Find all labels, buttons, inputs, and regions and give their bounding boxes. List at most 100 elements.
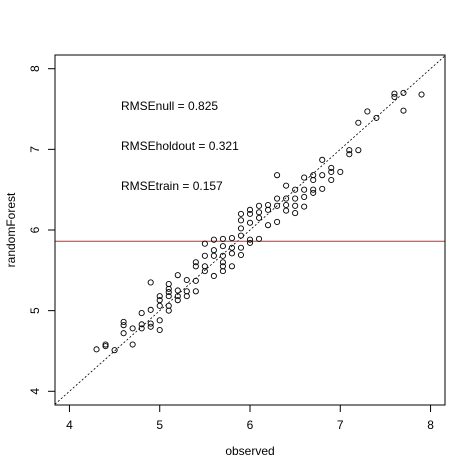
point [301, 174, 308, 181]
point [400, 107, 407, 114]
point [138, 325, 145, 332]
point [246, 236, 254, 243]
point [156, 317, 163, 324]
point [237, 225, 245, 232]
point [138, 321, 145, 328]
point [237, 217, 245, 224]
point [328, 168, 335, 175]
point [192, 277, 199, 284]
point [246, 206, 254, 213]
point [102, 343, 109, 350]
x-tick-label: 8 [427, 418, 434, 432]
point [283, 195, 290, 202]
point [328, 176, 335, 184]
annotation: RMSEholdout = 0.321 [121, 139, 239, 153]
point [255, 202, 263, 209]
point [310, 186, 317, 193]
point [391, 93, 398, 100]
point [237, 210, 245, 217]
point [147, 320, 154, 327]
point [292, 195, 299, 202]
point [147, 306, 154, 313]
point [165, 289, 172, 296]
identity-line [54, 55, 446, 405]
point [201, 252, 208, 259]
point [219, 235, 226, 242]
point [102, 341, 109, 348]
point [192, 259, 199, 266]
x-tick-label: 7 [337, 418, 344, 432]
point [292, 210, 299, 217]
point [228, 250, 235, 257]
point [418, 91, 425, 98]
point [228, 263, 235, 270]
y-tick-label: 5 [28, 307, 42, 314]
point [120, 322, 127, 329]
point [301, 186, 308, 193]
point [283, 207, 290, 214]
point [129, 341, 136, 348]
point [301, 203, 308, 210]
point [246, 219, 254, 226]
point [156, 297, 163, 304]
point [219, 243, 226, 250]
point [364, 108, 371, 115]
y-tick-label: 6 [28, 226, 42, 233]
point [265, 201, 272, 209]
point [283, 182, 290, 189]
point [156, 293, 163, 300]
point [219, 259, 226, 266]
y-tick-label: 4 [28, 388, 42, 395]
y-tick-label: 7 [28, 146, 42, 153]
point [310, 189, 317, 196]
point [165, 302, 172, 309]
point [210, 272, 217, 280]
point [301, 193, 308, 200]
point [319, 185, 326, 192]
point [120, 330, 127, 337]
point [165, 280, 172, 288]
point [210, 236, 217, 243]
x-tick-label: 4 [66, 418, 73, 432]
point [165, 293, 172, 300]
point [346, 147, 353, 154]
point [237, 232, 245, 239]
point [210, 252, 217, 259]
point [346, 151, 353, 158]
point [274, 195, 281, 202]
point [93, 346, 100, 353]
point [274, 172, 281, 179]
point [328, 164, 335, 171]
point [373, 114, 380, 121]
point [337, 168, 344, 175]
point [292, 202, 299, 209]
x-tick-label: 5 [156, 418, 163, 432]
point [246, 210, 254, 217]
point [129, 325, 136, 332]
x-tick-label: 6 [247, 418, 254, 432]
y-axis-label: randomForest [4, 192, 18, 267]
y-tick-label: 8 [28, 65, 42, 72]
annotation: RMSEtrain = 0.157 [121, 179, 223, 193]
point [183, 293, 190, 300]
point [192, 263, 199, 270]
point [400, 89, 407, 96]
point [219, 252, 226, 259]
point [120, 318, 127, 325]
point [156, 326, 163, 334]
point [237, 251, 245, 259]
point [319, 172, 326, 179]
point [265, 222, 272, 229]
point [174, 272, 181, 279]
point [310, 176, 317, 184]
point [183, 276, 190, 284]
point [255, 214, 263, 221]
point [355, 147, 362, 154]
point [355, 119, 362, 126]
point [255, 235, 263, 242]
point [228, 235, 235, 242]
x-axis-label: observed [225, 444, 274, 458]
point [201, 240, 208, 247]
